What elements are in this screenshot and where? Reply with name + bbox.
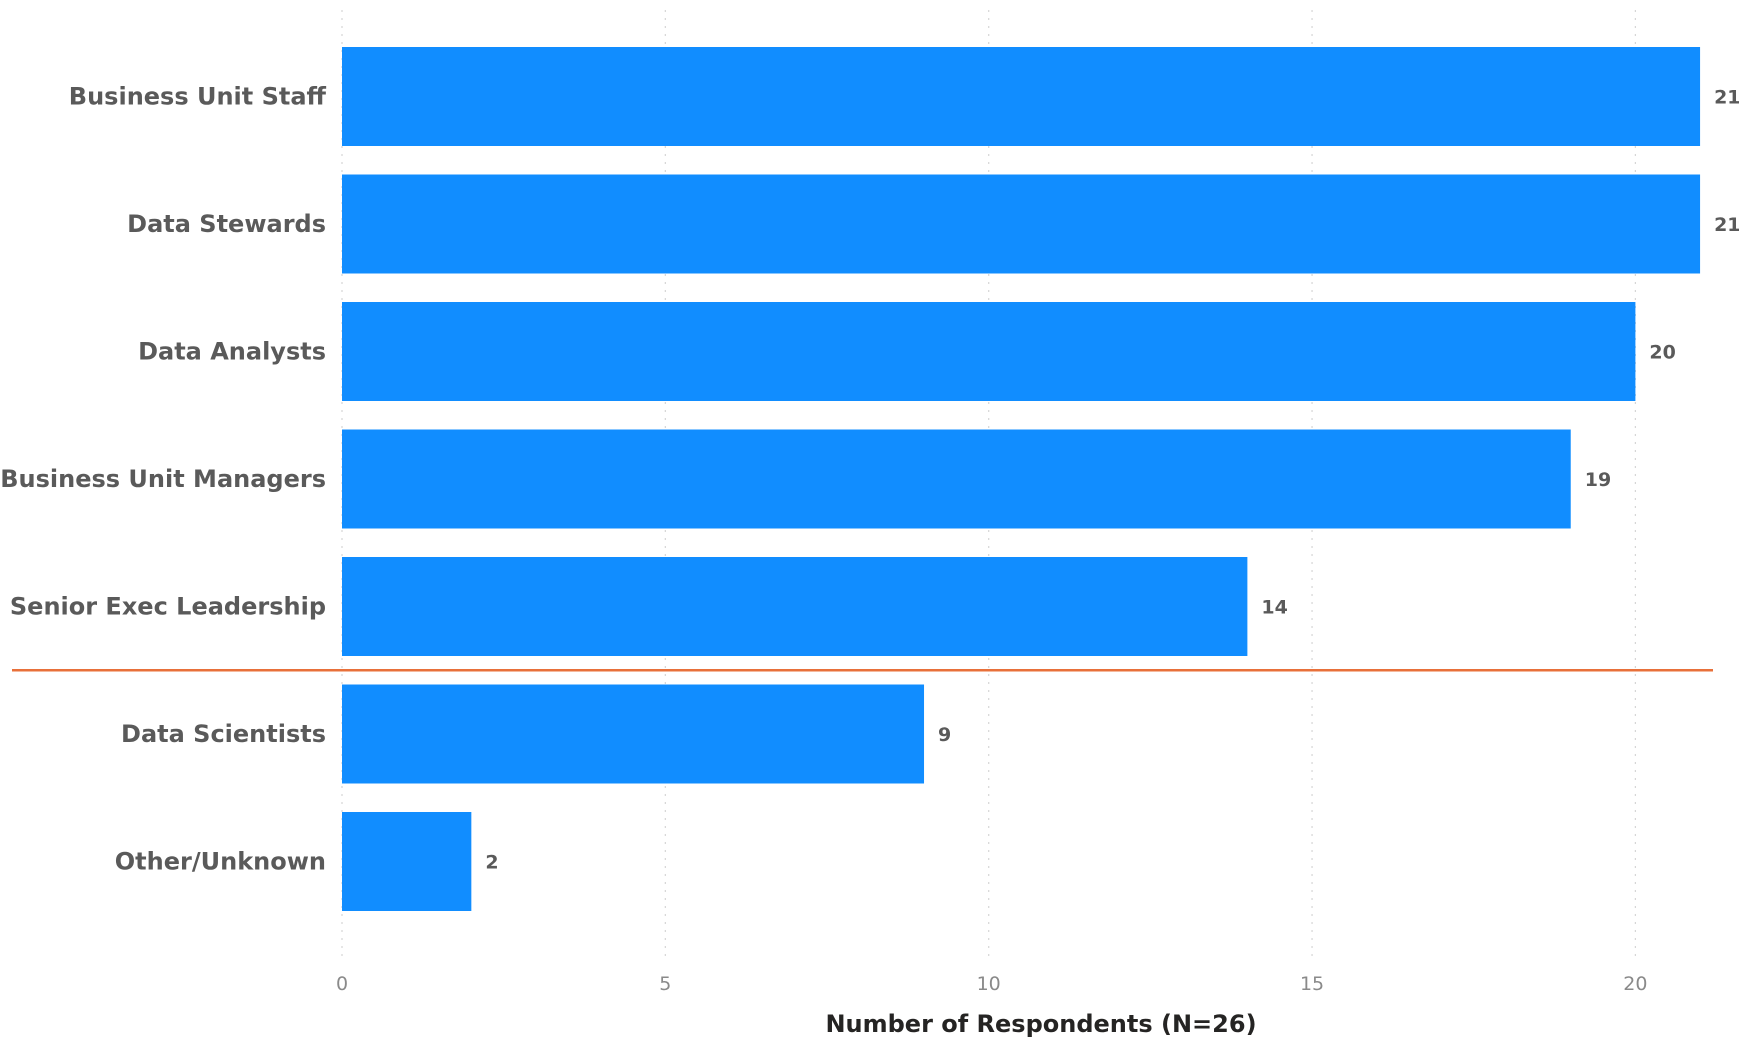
x-tick-label: 10 [977, 973, 1001, 995]
bar[interactable] [342, 47, 1701, 146]
category-label: Data Stewards [127, 210, 326, 238]
data-label: 14 [1261, 597, 1287, 619]
data-label: 20 [1649, 342, 1675, 364]
data-label: 21 [1714, 214, 1739, 236]
category-label: Other/Unknown [115, 848, 326, 876]
x-tick-label: 20 [1623, 973, 1647, 995]
x-tick-label: 0 [336, 973, 348, 995]
x-tick-label: 5 [659, 973, 671, 995]
x-axis-title: Number of Respondents (N=26) [825, 1010, 1256, 1038]
bar[interactable] [342, 174, 1701, 274]
category-labels: Business Unit Staff Data Stewards Data Ana… [0, 83, 326, 876]
x-tick-label: 15 [1300, 973, 1324, 995]
category-label: Business Unit Managers [0, 465, 326, 493]
bar[interactable] [342, 429, 1571, 529]
bar[interactable] [342, 812, 472, 911]
category-label: Data Scientists [121, 720, 326, 748]
category-label: Data Analysts [138, 338, 326, 366]
x-axis-ticks: 0 5 10 15 20 [336, 973, 1648, 995]
bars [342, 47, 1701, 911]
category-label: Business Unit Staff [69, 83, 327, 111]
bar[interactable] [342, 684, 925, 784]
data-label: 19 [1585, 469, 1611, 491]
bar[interactable] [342, 557, 1248, 656]
bar[interactable] [342, 302, 1636, 401]
data-labels: 21 21 20 19 14 9 2 [485, 87, 1739, 874]
data-label: 21 [1714, 87, 1739, 109]
data-label: 9 [938, 724, 951, 746]
category-label: Senior Exec Leadership [10, 593, 326, 621]
data-label: 2 [485, 852, 498, 874]
